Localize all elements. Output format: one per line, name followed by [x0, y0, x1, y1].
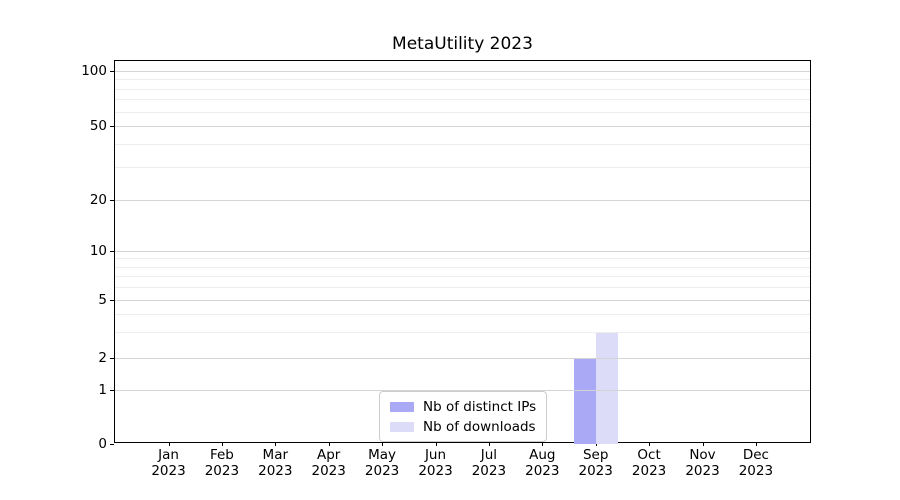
- x-tick-month: Jun: [424, 447, 447, 463]
- x-tick-month: Jan: [158, 447, 179, 463]
- gridline-major-2: [115, 358, 810, 359]
- x-tick-year: 2023: [525, 463, 560, 479]
- y-tick-100: [110, 71, 114, 72]
- y-tick-2: [110, 358, 114, 359]
- legend-item-downloads: Nb of downloads: [390, 418, 536, 435]
- x-tick-nov-2023: [702, 442, 704, 446]
- y-tick-10: [110, 251, 114, 252]
- y-tick-label-2: 2: [98, 350, 107, 366]
- x-tick-jan-2023: [168, 442, 170, 446]
- legend-swatch-distinct-ips: [390, 401, 414, 412]
- gridline-minor-40: [115, 144, 810, 146]
- y-tick-20: [110, 200, 114, 201]
- gridline-major-50: [115, 126, 810, 127]
- y-tick-label-20: 20: [89, 192, 107, 208]
- x-tick-label-feb-2023: Feb 2023: [182, 447, 262, 479]
- gridline-minor-4: [115, 314, 810, 316]
- legend: Nb of distinct IPs Nb of downloads: [379, 391, 548, 442]
- x-tick-oct-2023: [649, 442, 651, 446]
- x-tick-apr-2023: [328, 442, 330, 446]
- gridline-minor-8: [115, 266, 810, 268]
- x-tick-label-aug-2023: Aug 2023: [502, 447, 582, 479]
- x-tick-label-oct-2023: Oct 2023: [609, 447, 689, 479]
- x-tick-label-nov-2023: Nov 2023: [663, 447, 743, 479]
- x-tick-month: Mar: [262, 447, 289, 463]
- x-tick-month: Jul: [480, 447, 498, 463]
- y-tick-label-50: 50: [89, 118, 107, 134]
- legend-swatch-downloads: [390, 421, 414, 432]
- x-tick-month: Feb: [209, 447, 234, 463]
- x-tick-sep-2023: [595, 442, 597, 446]
- gridline-major-10: [115, 251, 810, 252]
- x-tick-label-jun-2023: Jun 2023: [396, 447, 476, 479]
- gridline-minor-6: [115, 287, 810, 289]
- x-tick-aug-2023: [542, 442, 544, 446]
- bar-nb-of-distinct-ips-sep-2023: [573, 358, 596, 444]
- x-tick-month: Nov: [689, 447, 716, 463]
- x-tick-year: 2023: [578, 463, 613, 479]
- x-tick-jun-2023: [435, 442, 437, 446]
- x-tick-year: 2023: [471, 463, 507, 479]
- x-tick-year: 2023: [738, 463, 774, 479]
- x-tick-label-sep-2023: Sep 2023: [556, 447, 636, 479]
- x-tick-label-may-2023: May 2023: [342, 447, 422, 479]
- x-tick-month: May: [368, 447, 397, 463]
- x-tick-year: 2023: [258, 463, 293, 479]
- gridline-minor-60: [115, 111, 810, 113]
- y-tick-label-5: 5: [98, 292, 107, 308]
- legend-label-downloads: Nb of downloads: [423, 418, 536, 435]
- x-tick-may-2023: [382, 442, 384, 446]
- x-tick-jul-2023: [488, 442, 490, 446]
- y-tick-0: [110, 444, 114, 445]
- legend-label-distinct-ips: Nb of distinct IPs: [423, 398, 537, 415]
- gridline-major-5: [115, 300, 810, 301]
- gridline-minor-90: [115, 79, 810, 81]
- plot-area: Nb of distinct IPs Nb of downloads 0 1 2 5 1…: [81, 60, 811, 479]
- y-tick-50: [110, 126, 114, 127]
- gridline-minor-9: [115, 258, 810, 260]
- gridline-major-1: [115, 390, 810, 391]
- x-tick-year: 2023: [151, 463, 186, 479]
- x-tick-year: 2023: [204, 463, 240, 479]
- gridline-minor-30: [115, 167, 810, 169]
- gridline-minor-70: [115, 99, 810, 101]
- y-tick-5: [110, 300, 114, 301]
- bar-nb-of-downloads-sep-2023: [595, 332, 618, 444]
- x-tick-label-apr-2023: Apr 2023: [289, 447, 369, 479]
- x-tick-year: 2023: [311, 463, 346, 479]
- x-tick-month: Oct: [637, 447, 661, 463]
- x-tick-year: 2023: [418, 463, 453, 479]
- x-tick-month: Sep: [582, 447, 609, 463]
- gridline-minor-3: [115, 332, 810, 334]
- x-tick-label-mar-2023: Mar 2023: [235, 447, 315, 479]
- x-tick-year: 2023: [364, 463, 400, 479]
- gridline-major-20: [115, 200, 810, 201]
- x-tick-feb-2023: [221, 442, 223, 446]
- x-tick-label-jul-2023: Jul 2023: [449, 447, 529, 479]
- gridline-major-100: [115, 71, 810, 72]
- x-tick-year: 2023: [631, 463, 667, 479]
- gridline-minor-80: [115, 88, 810, 90]
- x-tick-year: 2023: [685, 463, 720, 479]
- chart-title: MetaUtility 2023: [392, 34, 533, 54]
- x-tick-month: Aug: [529, 447, 556, 463]
- gridline-minor-7: [115, 276, 810, 278]
- y-tick-label-1: 1: [98, 382, 107, 398]
- x-tick-label-dec-2023: Dec 2023: [716, 447, 796, 479]
- x-tick-month: Dec: [742, 447, 769, 463]
- x-tick-mar-2023: [275, 442, 277, 446]
- x-tick-month: Apr: [317, 447, 341, 463]
- x-tick-dec-2023: [755, 442, 757, 446]
- y-tick-1: [110, 390, 114, 391]
- legend-item-distinct-ips: Nb of distinct IPs: [390, 398, 536, 415]
- y-tick-label-0: 0: [98, 436, 107, 452]
- y-tick-label-100: 100: [81, 63, 107, 79]
- y-tick-label-10: 10: [89, 243, 107, 259]
- x-tick-label-jan-2023: Jan 2023: [129, 447, 209, 479]
